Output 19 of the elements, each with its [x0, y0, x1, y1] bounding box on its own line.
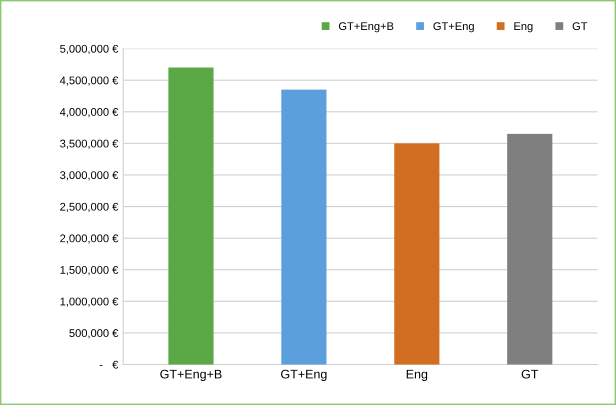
- y-tick-label: 2,000,000 €: [60, 234, 118, 244]
- legend-label: GT: [572, 22, 588, 30]
- y-tick-label: 1,000,000 €: [60, 298, 118, 307]
- x-tick-label: GT+Eng+B: [160, 370, 222, 382]
- x-tick-label: GT: [522, 370, 538, 379]
- y-tick-label: 4,000,000 €: [60, 108, 118, 118]
- legend-label: GT+Eng+B: [338, 22, 394, 32]
- y-tick-label: 4,500,000 €: [60, 76, 118, 86]
- legend-label: GT+Eng: [433, 22, 474, 32]
- y-tick-label: 1,500,000 €: [60, 266, 118, 276]
- y-tick-label: 500,000 €: [69, 329, 118, 338]
- y-tick-label: 3,500,000 €: [60, 140, 118, 149]
- y-tick-label: 3,000,000 €: [60, 171, 118, 180]
- y-tick-label: - €: [100, 360, 118, 369]
- y-tick-label: 2,500,000 €: [60, 202, 118, 212]
- y-tick-label: 5,000,000 €: [60, 44, 118, 54]
- legend-label: Eng: [514, 22, 532, 32]
- x-tick-label: Eng: [406, 370, 428, 382]
- x-tick-label: GT+Eng: [281, 370, 327, 382]
